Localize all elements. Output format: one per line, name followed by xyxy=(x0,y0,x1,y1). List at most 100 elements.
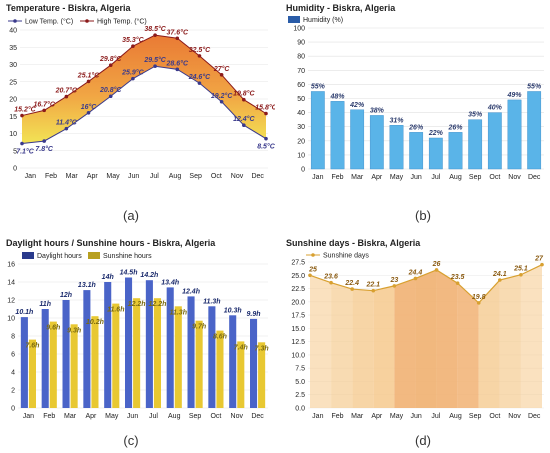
daylight-label: 10.3h xyxy=(224,307,242,314)
caption-a: (a) xyxy=(123,208,139,223)
sunshine-bar xyxy=(112,303,120,408)
sunshine-days-point xyxy=(308,273,312,278)
y-tick-label: 4 xyxy=(11,370,15,377)
x-tick-label: Sep xyxy=(469,174,482,181)
y-tick-label: 5 xyxy=(13,148,17,155)
y-tick-label: 30 xyxy=(297,124,305,131)
low-temp-label: 16°C xyxy=(81,103,98,111)
daylight-bar xyxy=(41,309,49,408)
x-tick-label: Jan xyxy=(312,174,323,181)
chart-title: Temperature - Biskra, Algeria xyxy=(6,3,132,13)
chart-title: Humidity - Biskra, Algeria xyxy=(286,3,396,13)
y-tick-label: 7.5 xyxy=(295,366,305,373)
sunshine-label: 12.2h xyxy=(128,301,146,308)
sunshine-label: 7.6h xyxy=(25,343,39,350)
y-tick-label: 30 xyxy=(9,62,17,69)
sunshine-days-line xyxy=(309,264,543,304)
humidity-bar xyxy=(428,137,443,170)
sunshine-days-area xyxy=(373,285,395,408)
sunshine-days-area xyxy=(436,269,458,408)
caption-c: (c) xyxy=(123,433,139,448)
x-tick-label: Jul xyxy=(150,173,159,180)
sunshine-days-area xyxy=(457,283,479,408)
daylight-label: 14.2h xyxy=(140,272,158,279)
high-temp-point xyxy=(108,63,113,67)
high-temp-point xyxy=(219,73,224,77)
sunshine-label: 9.3h xyxy=(67,327,81,334)
x-tick-label: Sep xyxy=(469,413,482,420)
sunshine-days-point xyxy=(413,276,418,281)
high-temp-point xyxy=(197,54,202,58)
humidity-label: 55% xyxy=(311,83,326,90)
legend-label: High Temp. (°C) xyxy=(97,18,147,26)
sunshine-bar xyxy=(49,321,57,408)
sunshine-label: 11.6h xyxy=(107,307,124,314)
y-tick-label: 16 xyxy=(7,262,15,269)
sunshine-days-label: 24.1 xyxy=(492,271,507,278)
sunshine-label: 9.6h xyxy=(46,325,60,332)
sunshine-days-chart: Sunshine days - Biskra, Algeria Sunshine … xyxy=(286,238,544,420)
daylight-bar xyxy=(83,290,91,408)
low-temp-point xyxy=(197,81,202,85)
y-tick-label: 0.0 xyxy=(295,406,305,413)
x-tick-label: Nov xyxy=(231,413,244,420)
sunshine-days-point xyxy=(329,280,333,285)
high-temp-point xyxy=(64,94,69,99)
x-tick-label: Nov xyxy=(231,173,244,180)
x-tick-label: Nov xyxy=(508,413,521,420)
legend-label: Sunshine hours xyxy=(103,253,152,260)
y-tick-label: 10 xyxy=(7,316,15,323)
high-temp-label: 20.7°C xyxy=(55,87,78,95)
high-temp-point xyxy=(264,111,268,116)
sunshine-days-point xyxy=(476,301,481,305)
humidity-label: 49% xyxy=(506,92,522,99)
sunshine-days-label: 26 xyxy=(432,261,441,268)
humidity-label: 26% xyxy=(447,124,463,131)
humidity-bar xyxy=(487,112,502,170)
y-tick-label: 35 xyxy=(9,45,17,52)
sunshine-bar xyxy=(133,298,141,408)
humidity-bar xyxy=(468,119,483,170)
low-temp-label: 19.2°C xyxy=(211,92,233,100)
y-tick-label: 20.0 xyxy=(291,299,305,306)
sunshine-days-area xyxy=(352,289,374,408)
sunshine-days-label: 24.4 xyxy=(408,269,423,276)
y-tick-label: 40 xyxy=(297,110,305,117)
x-tick-label: Feb xyxy=(331,174,343,181)
sunshine-days-label: 23.5 xyxy=(450,274,465,281)
low-temp-point xyxy=(242,123,246,128)
y-tick-label: 100 xyxy=(293,26,305,33)
daylight-bar xyxy=(125,277,133,408)
x-tick-label: Apr xyxy=(371,174,383,181)
daylight-label: 12.4h xyxy=(182,288,200,295)
sunshine-days-point xyxy=(371,288,376,293)
legend-swatch xyxy=(88,252,100,259)
y-tick-label: 12.5 xyxy=(291,339,305,346)
sunshine-bar xyxy=(195,320,203,408)
high-temp-point xyxy=(42,108,46,113)
high-temp-line xyxy=(21,34,267,117)
daylight-bar xyxy=(250,318,258,408)
daylight-label: 10.1h xyxy=(15,309,33,316)
y-tick-label: 27.5 xyxy=(291,260,305,267)
x-tick-label: Jul xyxy=(431,413,440,420)
daylight-bar xyxy=(104,282,112,408)
humidity-label: 42% xyxy=(349,102,365,109)
x-tick-label: Nov xyxy=(508,174,521,181)
y-tick-label: 10 xyxy=(9,131,17,138)
sunshine-days-area xyxy=(520,264,542,408)
high-temp-point xyxy=(175,36,180,41)
low-temp-point xyxy=(64,126,69,131)
x-tick-label: Sep xyxy=(189,413,202,420)
x-tick-label: May xyxy=(390,413,404,420)
x-tick-label: Jul xyxy=(431,174,440,181)
low-temp-label: 7.8°C xyxy=(35,145,54,153)
daylight-label: 14h xyxy=(102,274,114,281)
sunshine-days-point xyxy=(498,278,502,282)
y-tick-label: 6 xyxy=(11,352,15,359)
chart-title: Daylight hours / Sunshine hours - Biskra… xyxy=(6,238,216,248)
y-tick-label: 25 xyxy=(9,79,17,86)
y-tick-label: 10.0 xyxy=(291,352,305,359)
low-temp-point xyxy=(219,99,224,104)
sunshine-bar xyxy=(258,342,266,408)
